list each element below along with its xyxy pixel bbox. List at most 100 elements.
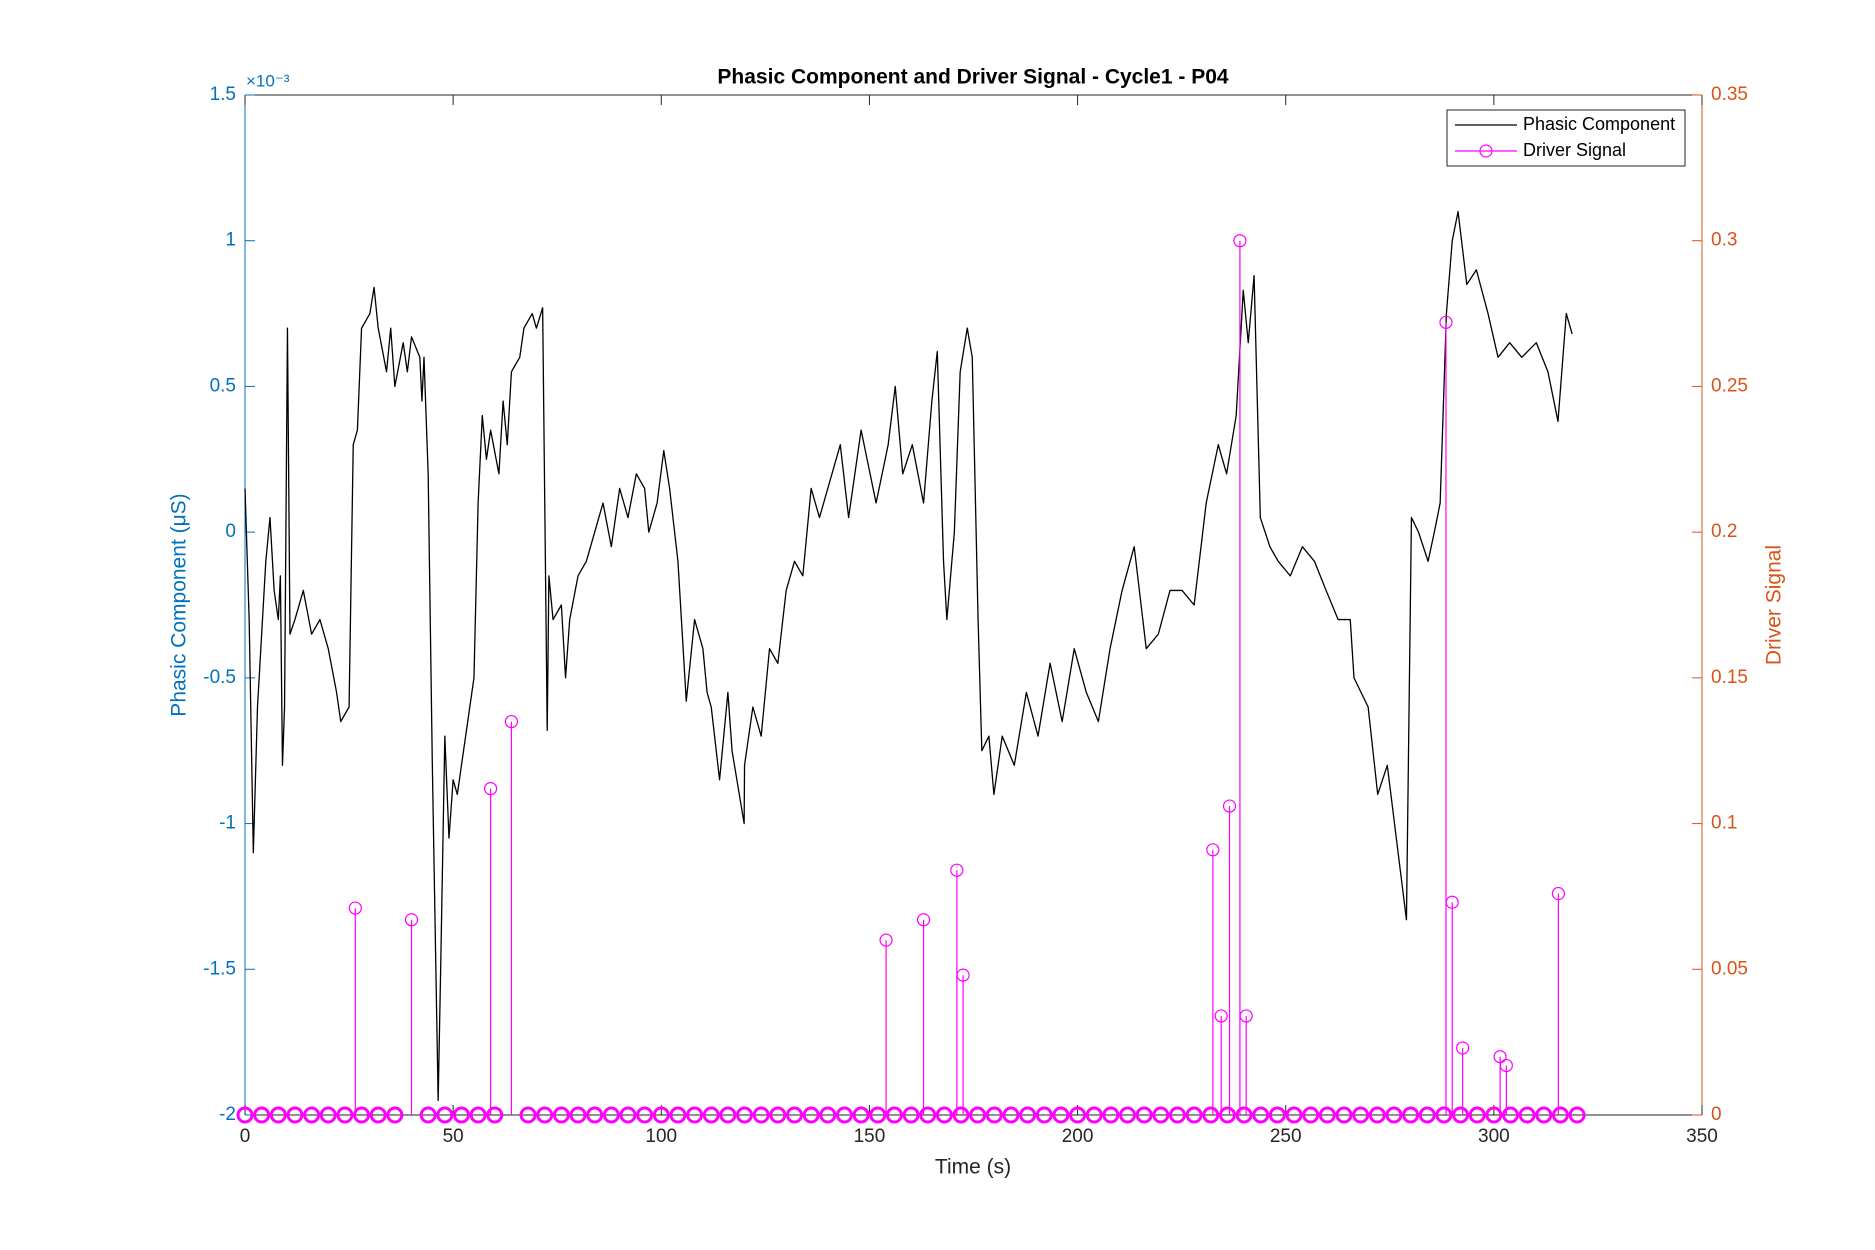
stem-marker — [1202, 1106, 1220, 1124]
stem-marker — [1493, 1050, 1507, 1064]
stem-marker — [785, 1106, 803, 1124]
stem-marker — [1335, 1106, 1353, 1124]
data-line — [244, 210, 1573, 1102]
stem-marker — [950, 863, 964, 877]
stem-marker — [985, 1106, 1003, 1124]
stem-marker — [419, 1106, 437, 1124]
y-tick-label: -2 — [219, 1104, 236, 1125]
stem-marker — [286, 1106, 304, 1124]
stem-marker — [652, 1106, 670, 1124]
y2-tick-label: 0.2 — [1711, 521, 1737, 542]
stem-marker — [1019, 1106, 1037, 1124]
stem-marker — [1385, 1106, 1403, 1124]
stem-marker — [1439, 315, 1453, 329]
stem-marker — [1135, 1106, 1153, 1124]
y-tick-label: -1 — [219, 813, 236, 834]
x-tick-label: 100 — [645, 1126, 677, 1147]
y2-tick-label: 0.1 — [1711, 813, 1737, 834]
x-tick-label: 0 — [240, 1126, 251, 1147]
stem-marker — [404, 913, 419, 927]
stem-marker — [619, 1106, 637, 1124]
y2-tick-label: 0.3 — [1711, 230, 1737, 251]
x-tick-label: 200 — [1062, 1126, 1094, 1147]
stem-marker — [1535, 1106, 1553, 1124]
stem-marker — [819, 1106, 837, 1124]
stem-marker — [686, 1106, 704, 1124]
y-axis-label: Phasic Component (μS) — [168, 493, 191, 716]
y2-axis-label: Driver Signal — [1763, 545, 1786, 665]
stem-marker — [386, 1106, 404, 1124]
legend: Phasic Component Driver Signal — [1446, 109, 1686, 167]
stem-marker — [1268, 1106, 1286, 1124]
legend-label: Phasic Component — [1523, 114, 1675, 134]
y2-tick-label: 0.35 — [1711, 84, 1748, 105]
stem-series — [236, 234, 1586, 1124]
stem-marker — [1235, 1106, 1253, 1124]
stem-marker — [1085, 1106, 1103, 1124]
stem-marker — [336, 1106, 354, 1124]
stem-marker — [1302, 1106, 1320, 1124]
x-tick-label: 150 — [854, 1126, 886, 1147]
stem-marker — [253, 1106, 271, 1124]
stem-marker — [353, 1106, 371, 1124]
stem-marker — [1233, 234, 1247, 248]
y-tick-label: 1 — [225, 230, 236, 251]
y-tick-label: 0 — [225, 521, 236, 542]
stem-marker — [802, 1106, 820, 1124]
y2-tick-label: 0.25 — [1711, 375, 1748, 396]
stem-marker — [569, 1106, 587, 1124]
y2-tick-label: 0.05 — [1711, 958, 1748, 979]
legend-marker — [1479, 144, 1493, 158]
x-axis-label: Time (s) — [935, 1156, 1011, 1179]
stem-marker — [1035, 1106, 1053, 1124]
x-tick-label: 350 — [1686, 1126, 1718, 1147]
stem-marker — [1052, 1106, 1070, 1124]
stem-marker — [935, 1106, 953, 1124]
stem-marker — [236, 1106, 254, 1124]
stem-marker — [1185, 1106, 1203, 1124]
y2-tick-label: 0 — [1711, 1104, 1722, 1125]
stem-marker — [1456, 1041, 1470, 1055]
chart-title: Phasic Component and Driver Signal - Cyc… — [717, 66, 1228, 89]
stem-marker — [885, 1106, 903, 1124]
stem-marker — [1069, 1106, 1087, 1124]
stem-marker — [1318, 1106, 1336, 1124]
y-exponent-label: ×10⁻³ — [246, 71, 290, 90]
stem-marker — [1218, 1106, 1236, 1124]
stem-marker — [303, 1106, 321, 1124]
stem-marker — [519, 1106, 537, 1124]
stem-marker — [552, 1106, 570, 1124]
y-tick-label: -1.5 — [203, 958, 236, 979]
stem-marker — [1445, 895, 1459, 909]
stem-marker — [1285, 1106, 1303, 1124]
stem-marker — [702, 1106, 720, 1124]
stem-marker — [1239, 1009, 1253, 1023]
stem-marker — [879, 933, 893, 947]
stem-marker — [636, 1106, 654, 1124]
stem-marker — [1568, 1106, 1586, 1124]
legend-label: Driver Signal — [1523, 140, 1626, 160]
stem-marker — [586, 1106, 604, 1124]
stem-marker — [1119, 1106, 1137, 1124]
stem-marker — [1485, 1106, 1503, 1124]
stem-marker — [1352, 1106, 1370, 1124]
stem-marker — [1222, 799, 1237, 813]
y-tick-label: -0.5 — [203, 667, 236, 688]
stem-marker — [1499, 1058, 1513, 1073]
stem-marker — [969, 1106, 987, 1124]
stem-marker — [369, 1106, 387, 1124]
stem-marker — [1551, 1106, 1569, 1124]
stem-marker — [752, 1106, 770, 1124]
stem-marker — [1518, 1106, 1536, 1124]
stem-marker — [736, 1106, 754, 1124]
stem-marker — [1252, 1106, 1270, 1124]
stem-marker — [1551, 886, 1565, 901]
stem-marker — [902, 1106, 920, 1124]
stem-marker — [1214, 1009, 1228, 1023]
stem-marker — [504, 714, 519, 729]
stem-marker — [719, 1106, 737, 1124]
stem-marker — [1502, 1106, 1520, 1124]
